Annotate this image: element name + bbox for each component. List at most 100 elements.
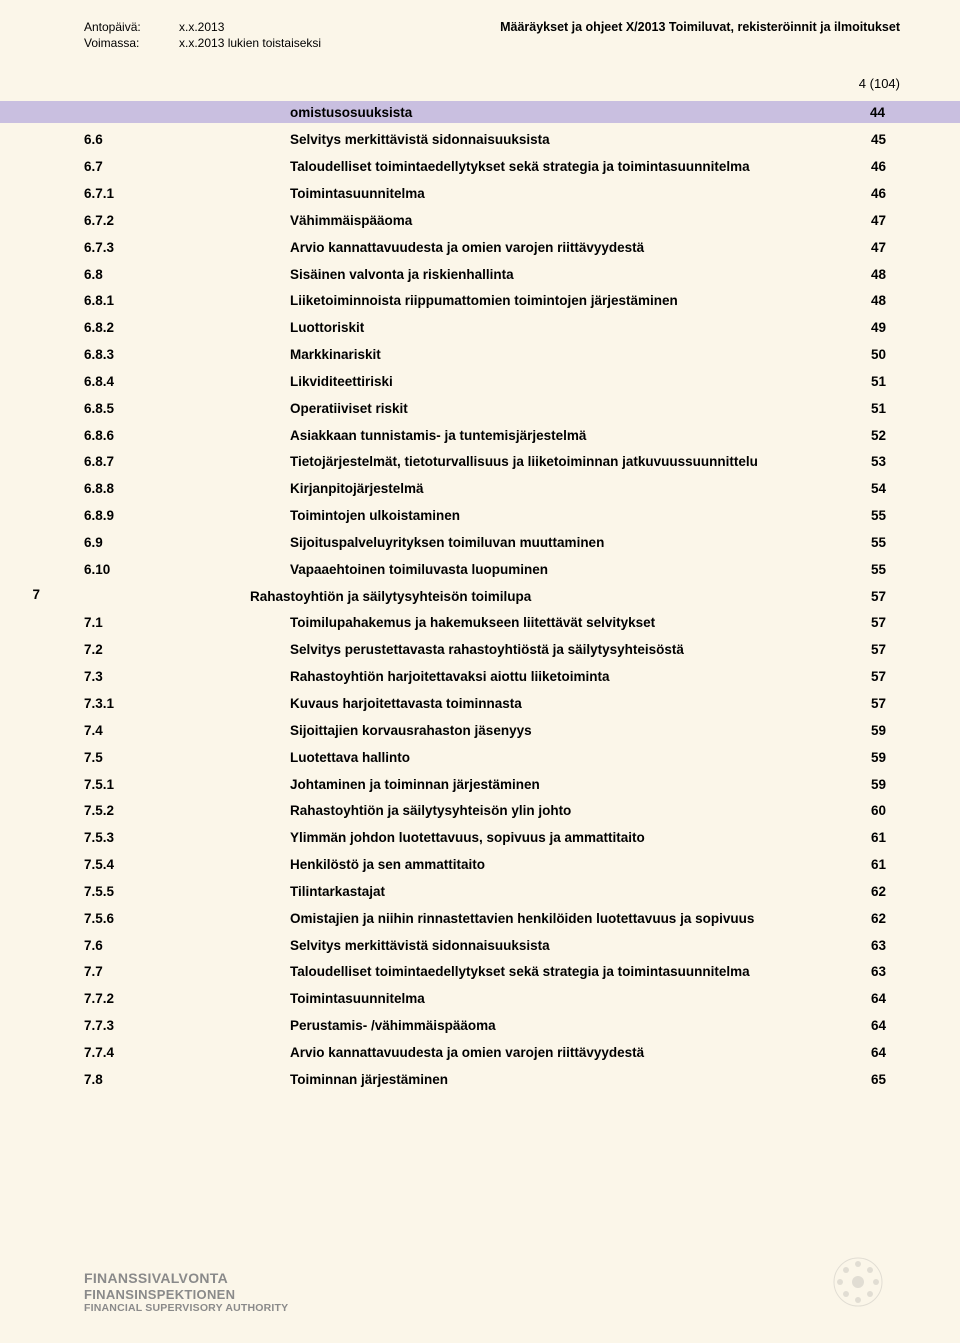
toc-row: 6.8.4Likviditeettiriski51 [84,369,886,396]
toc-title: Sijoittajien korvausrahaston jäsenyys [290,721,858,741]
toc-number: 6.6 [84,130,290,150]
toc-title: Selvitys perustettavasta rahastoyhtiöstä… [290,640,858,660]
toc-row: 6.8.2Luottoriskit49 [84,315,886,342]
toc-row: 7.2Selvitys perustettavasta rahastoyhtiö… [84,637,886,664]
toc-page: 46 [858,184,886,204]
toc-page: 64 [858,1043,886,1063]
stripe-title: omistusosuuksista [290,105,845,120]
toc-page: 45 [858,130,886,150]
toc-page: 61 [858,855,886,875]
toc-number: 7.7.3 [84,1016,290,1036]
toc-number: 6.10 [84,560,290,580]
toc-page: 50 [858,345,886,365]
toc-page: 48 [858,265,886,285]
toc-title: Arvio kannattavuudesta ja omien varojen … [290,238,858,258]
toc-number: 7.1 [84,613,290,633]
chapter-title: Rahastoyhtiön ja säilytysyhteisön toimil… [250,587,858,607]
toc-number: 7.7.2 [84,989,290,1009]
issued-value: x.x.2013 [179,20,224,34]
toc-title: Selvitys merkittävistä sidonnaisuuksista [290,130,858,150]
toc-page: 52 [858,426,886,446]
toc-page: 51 [858,399,886,419]
emblem-icon [830,1254,886,1315]
toc-page: 47 [858,211,886,231]
toc-row: 7.5.6Omistajien ja niihin rinnastettavie… [84,905,886,932]
toc-title: Arvio kannattavuudesta ja omien varojen … [290,1043,858,1063]
toc-page: 54 [858,479,886,499]
toc-title: Liiketoiminnoista riippumattomien toimin… [290,291,858,311]
toc-title: Sisäinen valvonta ja riskienhallinta [290,265,858,285]
toc-number: 7.5 [84,748,290,768]
toc-row: 7.1Toimilupahakemus ja hakemukseen liite… [84,610,886,637]
toc-row: 6.8Sisäinen valvonta ja riskienhallinta4… [84,261,886,288]
toc-title: Omistajien ja niihin rinnastettavien hen… [290,909,858,929]
toc-number: 7.7.4 [84,1043,290,1063]
toc-title: Kirjanpitojärjestelmä [290,479,858,499]
toc-title: Tietojärjestelmät, tietoturvallisuus ja … [290,452,858,472]
toc-number: 6.8.8 [84,479,290,499]
toc-row: 6.9Sijoituspalveluyrityksen toimiluvan m… [84,530,886,557]
toc-row: 6.8.8Kirjanpitojärjestelmä54 [84,476,886,503]
toc-stripe-row: omistusosuuksista 44 [0,101,960,123]
toc-page: 57 [858,694,886,714]
footer-authority: FINANSSIVALVONTA FINANSINSPEKTIONEN FINA… [84,1270,288,1315]
toc-title: Taloudelliset toimintaedellytykset sekä … [290,962,858,982]
toc-title: Toimintojen ulkoistaminen [290,506,858,526]
toc-title: Tilintarkastajat [290,882,858,902]
toc-page: 60 [858,801,886,821]
toc-page: 64 [858,989,886,1009]
toc-row: 7.7.4Arvio kannattavuudesta ja omien var… [84,1040,886,1067]
toc-number: 6.7 [84,157,290,177]
toc-title: Henkilöstö ja sen ammattitaito [290,855,858,875]
toc-page: 57 [858,667,886,687]
toc-row: 7.5.1Johtaminen ja toiminnan järjestämin… [84,771,886,798]
toc-number: 6.8.4 [84,372,290,392]
toc-number: 6.9 [84,533,290,553]
toc-number: 7.4 [84,721,290,741]
toc-title: Asiakkaan tunnistamis- ja tuntemisjärjes… [290,426,858,446]
toc-title: Toimilupahakemus ja hakemukseen liitettä… [290,613,858,633]
toc-row: 7.3Rahastoyhtiön harjoitettavaksi aiottu… [84,664,886,691]
toc-row: 6.8.1Liiketoiminnoista riippumattomien t… [84,288,886,315]
toc-page: 48 [858,291,886,311]
stripe-page: 44 [845,105,885,120]
toc-title: Sijoituspalveluyrityksen toimiluvan muut… [290,533,858,553]
toc-title: Perustamis- /vähimmäispääoma [290,1016,858,1036]
toc-number: 7.5.1 [84,775,290,795]
toc-row: 6.10Vapaaehtoinen toimiluvasta luopumine… [84,557,886,584]
toc-number: 7.3.1 [84,694,290,714]
toc-row: 7.8Toiminnan järjestäminen65 [84,1067,886,1094]
toc-page: 59 [858,775,886,795]
footer-line-1: FINANSSIVALVONTA [84,1270,288,1287]
toc-number: 6.8.7 [84,452,290,472]
toc-title: Taloudelliset toimintaedellytykset sekä … [290,157,858,177]
toc-chapter-row: 7 Rahastoyhtiön ja säilytysyhteisön toim… [0,583,960,610]
toc-row: 6.8.3Markkinariskit50 [84,342,886,369]
toc-page: 46 [858,157,886,177]
toc-number: 7.5.6 [84,909,290,929]
toc-row: 7.4Sijoittajien korvausrahaston jäsenyys… [84,718,886,745]
toc-title: Toimintasuunnitelma [290,184,858,204]
toc-row: 6.7.3Arvio kannattavuudesta ja omien var… [84,234,886,261]
toc-number: 6.8 [84,265,290,285]
valid-value: x.x.2013 lukien toistaiseksi [179,36,321,50]
toc-page: 61 [858,828,886,848]
toc-page: 63 [858,936,886,956]
toc-number: 7.2 [84,640,290,660]
chapter-page: 57 [858,587,886,607]
toc-page: 55 [858,506,886,526]
toc-number: 6.7.2 [84,211,290,231]
toc-row: 6.8.5Operatiiviset riskit51 [84,395,886,422]
toc-title: Markkinariskit [290,345,858,365]
toc-page: 53 [858,452,886,472]
toc-title: Rahastoyhtiön ja säilytysyhteisön ylin j… [290,801,858,821]
toc-row: 7.5.4Henkilöstö ja sen ammattitaito61 [84,852,886,879]
toc-page: 49 [858,318,886,338]
toc-number: 7.5.2 [84,801,290,821]
toc-title: Johtaminen ja toiminnan järjestäminen [290,775,858,795]
toc-row: 6.8.7Tietojärjestelmät, tietoturvallisuu… [84,449,886,476]
chapter-number: 7 [0,583,84,610]
toc-title: Selvitys merkittävistä sidonnaisuuksista [290,936,858,956]
toc-page: 55 [858,533,886,553]
toc-row: 7.3.1Kuvaus harjoitettavasta toiminnasta… [84,691,886,718]
